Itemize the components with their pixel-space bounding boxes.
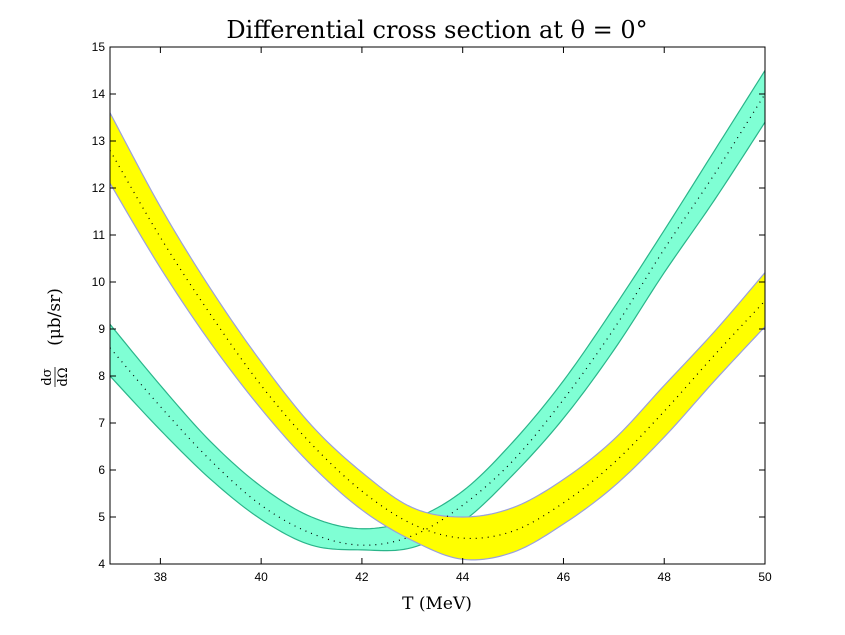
y-tick-label: 12	[92, 181, 106, 195]
x-tick-label: 40	[254, 570, 268, 584]
x-axis-label: T (MeV)	[402, 594, 472, 614]
x-tick-label: 44	[456, 570, 470, 584]
y-tick-label: 8	[98, 369, 105, 383]
band-2-upper-edge	[109, 112, 766, 518]
y-axis-label-denominator: dΩ	[56, 367, 71, 386]
x-tick-label: 48	[658, 570, 672, 584]
chart-title: Differential cross section at θ = 0°	[226, 16, 647, 44]
y-tick-label: 9	[98, 322, 105, 336]
y-tick-label: 5	[98, 510, 105, 524]
center-lines-layer	[109, 93, 766, 546]
plot-area-frame	[109, 46, 766, 565]
y-axis-label-units: (μb/sr)	[45, 288, 65, 346]
y-tick-label: 13	[92, 134, 106, 148]
x-tick-label: 50	[758, 570, 772, 584]
y-tick-label: 14	[92, 87, 106, 101]
x-tick-label: 42	[355, 570, 369, 584]
y-axis-ticks: 4 5 6 7 8 9 10 11 12 13 14 15	[92, 40, 765, 571]
y-axis-label-numerator: dσ	[40, 368, 55, 385]
x-tick-label: 38	[154, 570, 168, 584]
x-tick-label: 46	[557, 570, 571, 584]
band-1-upper-edge	[109, 70, 766, 530]
y-tick-label: 7	[98, 416, 105, 430]
band-2-lower-edge	[109, 182, 766, 561]
y-tick-label: 15	[92, 40, 106, 54]
y-tick-label: 11	[93, 228, 106, 242]
y-tick-label: 4	[98, 557, 105, 571]
x-axis-ticks: 38 40 42 44 46 48 50	[154, 47, 772, 584]
band-1-center-line	[109, 93, 766, 546]
y-tick-label: 10	[92, 275, 106, 289]
bands-layer	[109, 70, 766, 561]
y-tick-label: 6	[98, 463, 105, 477]
band-2-fill	[110, 112, 765, 560]
band-2-center-line	[109, 150, 766, 540]
band-1-fill	[110, 70, 765, 551]
y-axis-label: dσ dΩ (μb/sr)	[40, 288, 71, 387]
